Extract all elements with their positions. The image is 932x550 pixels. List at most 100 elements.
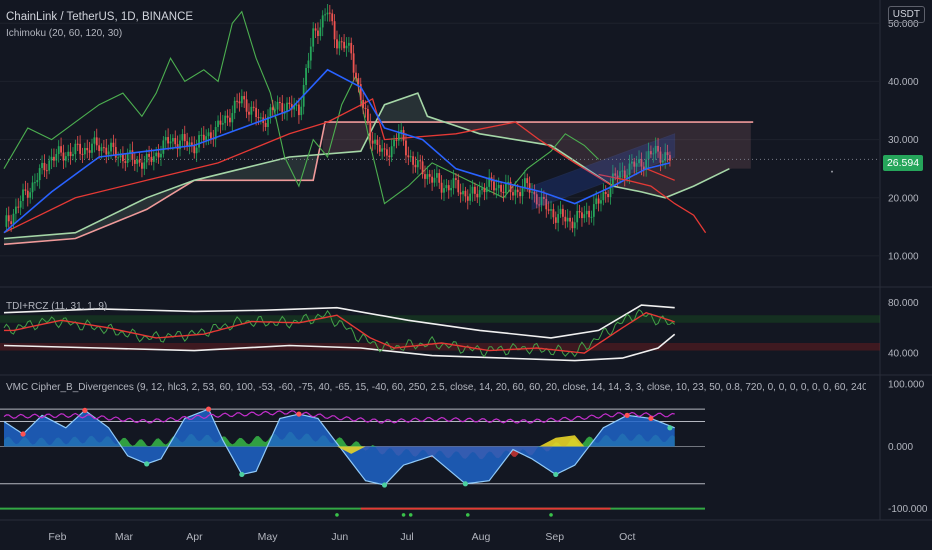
candle-body-216 [516, 189, 519, 193]
tdi-upper-band [3, 304, 675, 339]
candle-body-130 [312, 28, 315, 47]
candle-body-179 [428, 174, 431, 177]
candle-body-106 [255, 107, 258, 117]
ichimoku-legend[interactable]: Ichimoku (20, 60, 120, 30) [6, 28, 123, 39]
candle-body-131 [314, 28, 317, 31]
candle-body-271 [647, 151, 650, 160]
candle-body-61 [148, 154, 150, 157]
candle-body-239 [571, 221, 574, 229]
candle-body-230 [550, 209, 552, 211]
candle-body-188 [450, 187, 453, 191]
candle-body-236 [564, 216, 567, 222]
candle-body-105 [252, 106, 255, 108]
cloud-bearish-1 [446, 122, 751, 198]
candle-body-210 [502, 191, 505, 194]
candle-body-158 [378, 144, 381, 152]
candle-body-264 [630, 161, 633, 164]
candle-body-2 [7, 215, 10, 222]
candle-body-277 [661, 160, 664, 163]
candle-body-242 [578, 210, 581, 213]
candle-body-111 [267, 116, 269, 127]
wave-trend-area [4, 409, 675, 486]
candle-body-98 [236, 100, 238, 102]
ascending-channel [531, 133, 676, 210]
candle-body-257 [614, 173, 617, 176]
candle-body-259 [619, 171, 621, 178]
candle-body-117 [281, 103, 284, 114]
candle-body-102 [245, 99, 248, 112]
xaxis-tick-feb: Feb [48, 531, 66, 543]
candle-body-35 [86, 147, 89, 151]
candle-body-253 [604, 192, 607, 194]
tdi-legend[interactable]: TDI+RCZ (11, 31, 1, 9) [6, 301, 108, 312]
candle-body-249 [595, 198, 598, 205]
candle-body-113 [271, 107, 274, 110]
candle-body-190 [454, 178, 457, 180]
price-ytick-1: 40.000 [888, 77, 919, 88]
candle-body-255 [609, 186, 612, 198]
vmc-signal-dot-1 [82, 407, 88, 413]
candle-body-148 [355, 72, 357, 79]
price-ytick-4: 10.000 [888, 251, 919, 262]
vmc-signal-dot-5 [296, 411, 302, 417]
candle-body-60 [145, 154, 148, 163]
candle-body-94 [226, 115, 229, 118]
candle-body-70 [169, 141, 172, 144]
candle-body-133 [319, 27, 322, 37]
candle-body-123 [295, 104, 298, 106]
candle-body-214 [512, 192, 514, 196]
candle-body-280 [669, 155, 671, 161]
candle-body-161 [386, 149, 388, 156]
candle-body-206 [493, 181, 495, 191]
candle-body-166 [397, 132, 400, 141]
candle-body-49 [119, 154, 122, 158]
candle-body-197 [471, 186, 474, 194]
projected-span-line [598, 173, 707, 234]
candle-body-189 [452, 178, 455, 188]
candle-body-34 [83, 147, 86, 155]
candle-body-48 [117, 157, 120, 159]
candle-body-194 [464, 190, 467, 197]
candle-body-36 [88, 150, 91, 153]
candle-body-80 [193, 144, 196, 154]
vmc-legend[interactable]: VMC Cipher_B_Divergences (9, 12, hlc3, 2… [6, 382, 866, 393]
candle-body-241 [576, 210, 579, 223]
candle-body-3 [10, 221, 13, 225]
candle-body-168 [402, 130, 405, 141]
candle-body-202 [483, 188, 486, 193]
candle-body-90 [217, 120, 219, 128]
candle-body-75 [181, 134, 184, 141]
candle-body-59 [143, 162, 146, 169]
candle-body-57 [138, 159, 141, 163]
candle-body-272 [650, 151, 652, 155]
candle-body-156 [374, 139, 376, 144]
candle-body-136 [326, 12, 329, 15]
price-ytick-0: 50.000 [888, 19, 919, 30]
candle-body-83 [200, 134, 203, 136]
currency-button[interactable]: USDT [887, 6, 925, 23]
chikou-span-line [3, 10, 599, 205]
candle-body-114 [274, 109, 277, 111]
candle-body-101 [243, 96, 246, 100]
candle-body-7 [19, 201, 22, 208]
candle-body-41 [100, 147, 103, 151]
candle-body-74 [179, 140, 181, 150]
candle-body-13 [34, 182, 36, 184]
candle-body-132 [317, 30, 319, 37]
candle-body-141 [338, 41, 341, 49]
candle-body-171 [409, 156, 412, 158]
candle-body-55 [133, 159, 136, 164]
candle-body-269 [642, 166, 645, 171]
candle-body-12 [31, 182, 34, 193]
candle-body-224 [535, 194, 538, 205]
candle-body-82 [198, 135, 200, 148]
candle-body-134 [321, 15, 324, 28]
candle-body-122 [293, 105, 296, 110]
vmc-signal-dot-2 [144, 461, 150, 467]
candle-body-258 [616, 175, 619, 178]
candle-body-180 [431, 176, 434, 183]
xaxis-tick-jun: Jun [331, 531, 348, 543]
candle-body-261 [623, 170, 626, 179]
vmc-signal-dot-11 [667, 425, 673, 431]
